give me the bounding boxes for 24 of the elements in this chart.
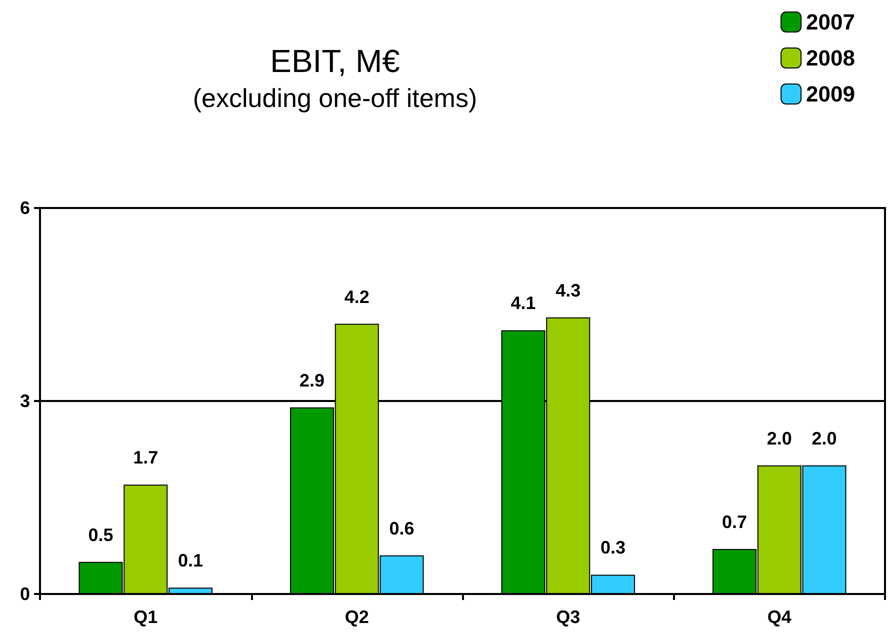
data-label: 2.0 (766, 428, 792, 448)
y-tick-label: 6 (20, 198, 30, 218)
x-tick-label: Q4 (767, 607, 792, 627)
data-label: 0.1 (178, 550, 204, 571)
x-tick-label: Q3 (556, 607, 580, 627)
chart-subtitle: (excluding one-off items) (192, 83, 478, 113)
data-label: 0.7 (722, 512, 748, 532)
data-label: 4.3 (556, 280, 581, 300)
x-tick-label: Q2 (344, 607, 369, 627)
y-tick-label: 3 (20, 391, 30, 411)
x-tick-label: Q1 (134, 607, 158, 627)
data-label: 2.0 (812, 428, 837, 448)
data-label: 2.9 (299, 370, 325, 390)
data-label: 0.6 (389, 518, 414, 538)
data-label: 4.1 (510, 293, 536, 314)
legend-label: 2007 (806, 10, 856, 34)
data-label: 0.5 (88, 524, 114, 545)
data-label: 4.2 (344, 286, 370, 307)
legend-label: 2008 (806, 46, 856, 70)
data-label: 0.3 (600, 538, 626, 558)
legend-label: 2009 (806, 82, 856, 106)
data-label: 1.7 (133, 448, 158, 468)
chart-title: EBIT, M€ (270, 43, 400, 79)
y-tick-label: 0 (20, 584, 30, 604)
